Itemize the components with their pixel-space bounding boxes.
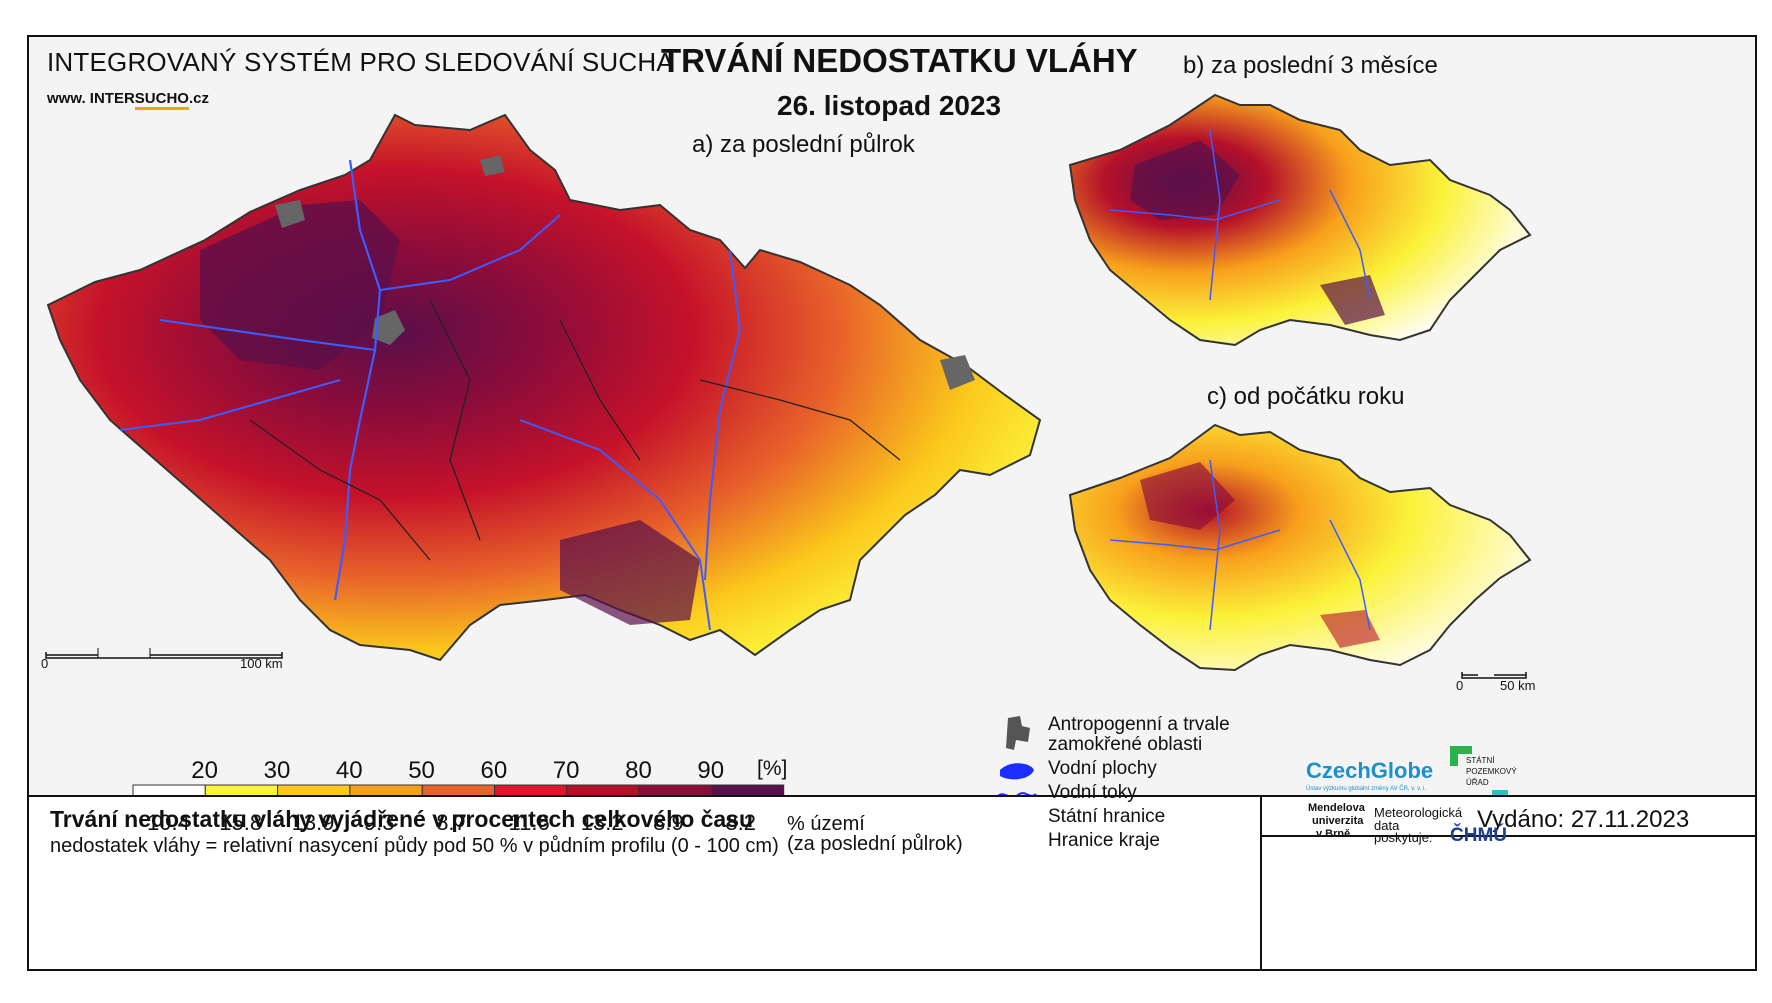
spu-line-1: STÁTNÍ — [1466, 756, 1495, 765]
legend-share-7: 8.9 — [653, 810, 684, 835]
legend-share-5: 11.6 — [508, 810, 550, 835]
anthropogenic-label-1: Antropogenní a trvale — [1048, 714, 1230, 735]
chmu-name: ČHMÚ — [1450, 825, 1507, 846]
map-year-start — [1068, 423, 1532, 672]
page-title: TRVÁNÍ NEDOSTATKU VLÁHY — [661, 42, 1138, 79]
share-label-1: % území — [787, 813, 865, 835]
main-scale-end: 100 km — [240, 656, 283, 671]
legend-share-0: 10.4 — [147, 810, 190, 835]
issued-date: Vydáno: 27.11.2023 — [1477, 806, 1690, 833]
mendelu-line-1: Mendelova — [1308, 802, 1365, 814]
system-title: INTEGROVANÝ SYSTÉM PRO SLEDOVÁNÍ SUCHA — [47, 47, 674, 77]
legend-threshold-70: 70 — [552, 757, 580, 784]
legend-share-4: 8.7 — [436, 810, 467, 835]
map-three-months — [1068, 93, 1532, 347]
small-scale-start: 0 — [1456, 678, 1464, 693]
legend-title: Trvání nedostatku vláhy vyjádřené v proc… — [50, 806, 754, 832]
legend-threshold-30: 30 — [263, 757, 291, 784]
year-map-label: c) od počátku roku — [1207, 383, 1405, 410]
main-scale-start: 0 — [41, 656, 49, 671]
legend-threshold-50: 50 — [408, 757, 435, 784]
spu-line-2: POZEMKOVÝ — [1466, 767, 1517, 776]
legend-threshold-40: 40 — [335, 757, 363, 784]
legend-share-6: 13.2 — [580, 810, 624, 835]
water-bodies-label: Vodní plochy — [1048, 758, 1157, 779]
anthropogenic-icon — [1006, 716, 1030, 750]
meteo-line-1: Meteorologická — [1374, 805, 1463, 820]
legend-share-8: 8.2 — [725, 810, 756, 835]
legend-share-1: 15.8 — [219, 810, 263, 835]
region-border-label: Hranice kraje — [1048, 830, 1160, 851]
czechglobe-subtitle: Ústav výzkumu globální změny AV ČR, v. v… — [1306, 786, 1427, 792]
website-link[interactable]: www. INTERSUCHO.cz — [47, 90, 209, 110]
legend-unit: [%] — [757, 757, 788, 780]
main-map — [46, 113, 1042, 662]
small-scale-bar — [1461, 672, 1527, 679]
main-map-label: a) za poslední půlrok — [692, 131, 915, 158]
three-months-map-label: b) za poslední 3 měsíce — [1183, 52, 1438, 79]
legend-threshold-20: 20 — [191, 757, 218, 784]
spu-line-3: ÚŘAD — [1466, 778, 1489, 787]
footer-divider — [1260, 795, 1262, 971]
legend-subtitle: nedostatek vláhy = relativní nasycení pů… — [50, 835, 779, 857]
legend-panel — [27, 795, 1757, 971]
spu-logo-icon — [1450, 746, 1472, 766]
anthropogenic-label-2: zamokřené oblasti — [1048, 734, 1203, 755]
czechglobe-name: CzechGlobe — [1306, 758, 1434, 783]
legend-threshold-90: 90 — [697, 757, 725, 784]
legend-threshold-80: 80 — [625, 757, 652, 784]
issued-divider — [1260, 835, 1757, 837]
legend-share-2: 13.9 — [291, 810, 335, 835]
rivers-label: Vodní toky — [1048, 782, 1137, 803]
water-body-icon — [1000, 763, 1034, 780]
meteo-line-3: poskytuje: — [1374, 830, 1433, 845]
map-date: 26. listopad 2023 — [777, 90, 1002, 121]
state-border-label: Státní hranice — [1048, 806, 1166, 827]
mendelu-line-2: univerzita — [1312, 815, 1364, 827]
small-scale-end: 50 km — [1500, 678, 1536, 693]
main-scale-bar — [45, 648, 283, 659]
share-label-2: (za poslední půlrok) — [787, 833, 963, 855]
legend-share-3: 9.3 — [363, 810, 395, 835]
meteo-line-2: data — [1374, 818, 1400, 833]
legend-threshold-60: 60 — [480, 757, 508, 784]
mendelu-line-3: v Brně — [1316, 828, 1351, 840]
